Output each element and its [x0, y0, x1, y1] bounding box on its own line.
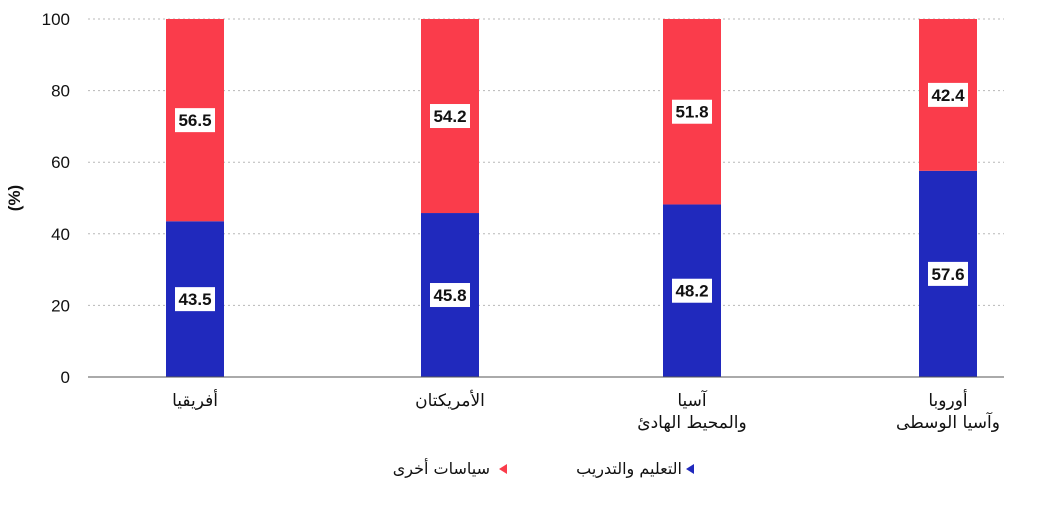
- y-axis-ticks: 0 20 40 60 80 100: [42, 10, 70, 387]
- legend-marker: [686, 464, 694, 474]
- y-axis-label: (%): [5, 185, 24, 211]
- data-label: 43.5: [178, 290, 211, 309]
- data-label-box: [175, 287, 215, 312]
- data-label-box: [672, 99, 712, 124]
- data-labels: 43.5 56.5 45.8 54.2 48.2 51.8 57.6 42.4: [175, 82, 968, 312]
- legend-label: التعليم والتدريب: [576, 459, 682, 479]
- data-label: 42.4: [931, 86, 965, 105]
- data-label: 54.2: [433, 107, 466, 126]
- data-label-box: [928, 82, 968, 107]
- y-tick-label: 100: [42, 10, 70, 29]
- gridlines: [88, 18, 1004, 306]
- data-label-box: [672, 278, 712, 303]
- data-label-box: [430, 104, 470, 129]
- data-label-box: [430, 283, 470, 308]
- legend: التعليم والتدريب سياسات أخرى: [393, 458, 694, 479]
- data-label-box: [175, 108, 215, 133]
- legend-label: سياسات أخرى: [393, 458, 490, 479]
- data-label: 48.2: [675, 282, 708, 301]
- y-tick-label: 0: [61, 368, 70, 387]
- y-tick-label: 60: [51, 153, 70, 172]
- x-category-label: الأمريكتان: [415, 390, 485, 411]
- x-axis-categories: أفريقيا الأمريكتان آسيا والمحيط الهادئ أوروب…: [172, 389, 1000, 433]
- data-label: 57.6: [931, 265, 964, 284]
- legend-marker: [499, 464, 507, 474]
- bars: [166, 19, 977, 377]
- data-label: 56.5: [178, 111, 211, 130]
- x-category-label: آسيا والمحيط الهادئ: [637, 389, 746, 433]
- data-label-box: [928, 261, 968, 286]
- y-tick-label: 80: [51, 82, 70, 101]
- data-label: 51.8: [675, 103, 708, 122]
- x-category-label: أفريقيا: [172, 389, 218, 411]
- y-tick-label: 20: [51, 296, 70, 315]
- x-category-label: أوروبا وآسيا الوسطى: [896, 389, 1000, 433]
- data-label: 45.8: [433, 286, 466, 305]
- y-tick-label: 40: [51, 225, 70, 244]
